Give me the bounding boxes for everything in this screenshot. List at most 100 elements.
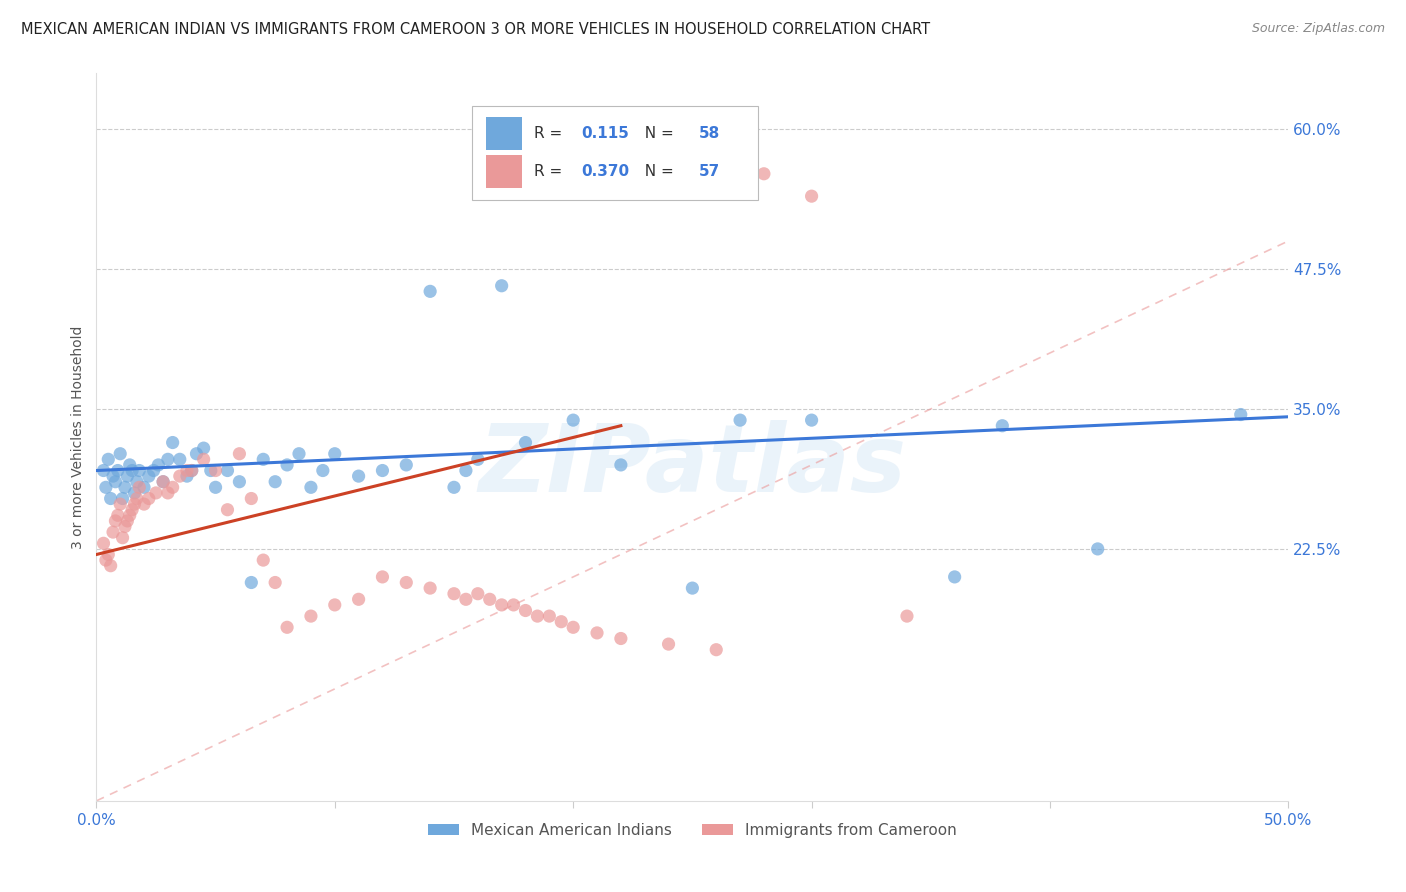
Point — [562, 413, 585, 427]
Y-axis label: 3 or more Vehicles in Household: 3 or more Vehicles in Household — [72, 326, 86, 549]
Point — [138, 469, 160, 483]
Point — [526, 609, 548, 624]
Text: N =: N = — [636, 164, 679, 178]
Point — [176, 463, 198, 477]
Point — [200, 463, 222, 477]
Point — [108, 447, 131, 461]
Point — [550, 615, 572, 629]
Point — [419, 285, 441, 299]
Point — [395, 575, 418, 590]
Point — [162, 480, 184, 494]
Point — [97, 452, 120, 467]
Point — [101, 525, 124, 540]
Point — [152, 475, 174, 489]
Point — [180, 463, 202, 477]
Point — [176, 469, 198, 483]
Point — [538, 609, 561, 624]
Point — [118, 508, 141, 523]
Point — [156, 486, 179, 500]
FancyBboxPatch shape — [486, 155, 522, 187]
Point — [132, 497, 155, 511]
Point — [121, 502, 143, 516]
Point — [586, 626, 609, 640]
Point — [515, 603, 537, 617]
Point — [145, 486, 167, 500]
Point — [125, 491, 148, 506]
Point — [240, 575, 263, 590]
Point — [204, 463, 226, 477]
FancyBboxPatch shape — [472, 106, 758, 201]
FancyBboxPatch shape — [486, 117, 522, 150]
Point — [478, 592, 501, 607]
Point — [443, 587, 465, 601]
Point — [299, 609, 322, 624]
Point — [752, 167, 775, 181]
Point — [107, 508, 129, 523]
Text: MEXICAN AMERICAN INDIAN VS IMMIGRANTS FROM CAMEROON 3 OR MORE VEHICLES IN HOUSEH: MEXICAN AMERICAN INDIAN VS IMMIGRANTS FR… — [21, 22, 931, 37]
Point — [264, 475, 287, 489]
Point — [395, 458, 418, 472]
Point — [121, 463, 143, 477]
Point — [991, 418, 1014, 433]
Point — [323, 598, 346, 612]
Point — [228, 447, 250, 461]
Point — [156, 452, 179, 467]
Point — [107, 463, 129, 477]
Point — [162, 435, 184, 450]
Text: 58: 58 — [699, 126, 720, 141]
Point — [728, 413, 751, 427]
Point — [704, 642, 727, 657]
Point — [264, 575, 287, 590]
Point — [152, 475, 174, 489]
Point — [502, 598, 524, 612]
Point — [610, 458, 633, 472]
Point — [323, 447, 346, 461]
Point — [132, 480, 155, 494]
Point — [100, 558, 122, 573]
Point — [371, 570, 394, 584]
Point — [138, 491, 160, 506]
Point — [104, 514, 127, 528]
Point — [276, 620, 298, 634]
Point — [491, 278, 513, 293]
Point — [124, 497, 146, 511]
Point — [312, 463, 335, 477]
Point — [443, 480, 465, 494]
Text: 57: 57 — [699, 164, 720, 178]
Point — [128, 463, 150, 477]
Point — [299, 480, 322, 494]
Point — [169, 469, 191, 483]
Point — [125, 475, 148, 489]
Point — [562, 620, 585, 634]
Point — [240, 491, 263, 506]
Point — [100, 491, 122, 506]
Point — [491, 598, 513, 612]
Point — [93, 536, 115, 550]
Point — [118, 458, 141, 472]
Point — [610, 632, 633, 646]
Text: Source: ZipAtlas.com: Source: ZipAtlas.com — [1251, 22, 1385, 36]
Point — [467, 587, 489, 601]
Point — [94, 553, 117, 567]
Point — [347, 469, 370, 483]
Point — [371, 463, 394, 477]
Point — [419, 581, 441, 595]
Point — [252, 452, 274, 467]
Point — [347, 592, 370, 607]
Point — [117, 514, 139, 528]
Point — [193, 441, 215, 455]
Point — [657, 637, 679, 651]
Point — [276, 458, 298, 472]
Point — [217, 463, 239, 477]
Point — [128, 480, 150, 494]
Point — [111, 491, 134, 506]
Point — [124, 486, 146, 500]
Point — [1087, 541, 1109, 556]
Point — [111, 531, 134, 545]
Point — [204, 480, 226, 494]
Point — [169, 452, 191, 467]
Point — [193, 452, 215, 467]
Point — [180, 463, 202, 477]
Point — [94, 480, 117, 494]
Point — [800, 413, 823, 427]
